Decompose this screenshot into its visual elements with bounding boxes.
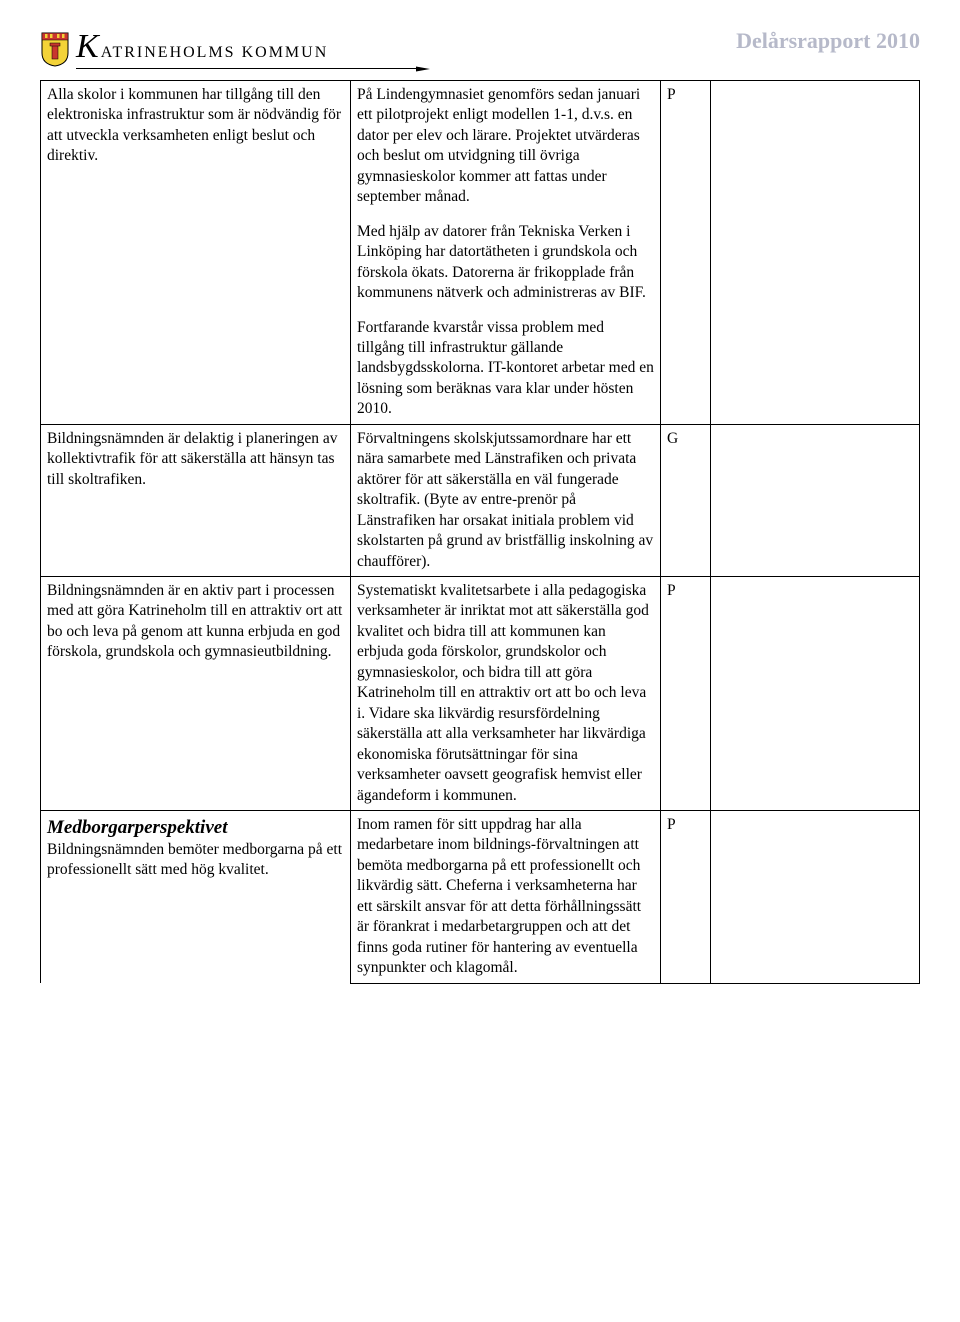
cell-extra <box>711 424 920 576</box>
logo-block: K ATRINEHOLMS KOMMUN <box>40 28 416 70</box>
brand-name: K ATRINEHOLMS KOMMUN <box>76 28 416 66</box>
paragraph: På Lindengymnasiet genomförs sedan janua… <box>357 85 654 208</box>
cell-goal: Alla skolor i kommunen har tillgång till… <box>41 81 351 425</box>
paragraph: Med hjälp av datorer från Tekniska Verke… <box>357 222 654 304</box>
paragraph: Bildningsnämnden är delaktig i planering… <box>47 429 344 490</box>
paragraph: Systematiskt kvalitetsarbete i alla peda… <box>357 581 654 806</box>
brand-underline <box>76 68 416 70</box>
table-row: Bildningsnämnden är delaktig i planering… <box>41 424 920 576</box>
brand-rest: ATRINEHOLMS KOMMUN <box>101 44 329 62</box>
paragraph: Förvaltningens skolskjutssamordnare har … <box>357 429 654 572</box>
brand-initial: K <box>76 28 99 66</box>
cell-goal: Bildningsnämnden är delaktig i planering… <box>41 424 351 576</box>
cell-extra <box>711 576 920 810</box>
cell-comment: Inom ramen för sitt uppdrag har alla med… <box>351 810 661 983</box>
report-title: Delårsrapport 2010 <box>736 28 920 54</box>
cell-status: P <box>661 810 711 983</box>
paragraph: Bildningsnämnden bemöter medborgarna på … <box>47 840 344 881</box>
table-row: Alla skolor i kommunen har tillgång till… <box>41 81 920 425</box>
content-table: Alla skolor i kommunen har tillgång till… <box>40 80 920 984</box>
cell-comment: Systematiskt kvalitetsarbete i alla peda… <box>351 576 661 810</box>
cell-status: P <box>661 81 711 425</box>
paragraph: Fortfarande kvarstår vissa problem med t… <box>357 318 654 420</box>
section-heading: Medborgarperspektivet <box>47 815 344 840</box>
cell-extra <box>711 810 920 983</box>
cell-status: P <box>661 576 711 810</box>
cell-goal: Bildningsnämnden är en aktiv part i proc… <box>41 576 351 810</box>
cell-status: G <box>661 424 711 576</box>
table-row: Bildningsnämnden är en aktiv part i proc… <box>41 576 920 810</box>
cell-comment: På Lindengymnasiet genomförs sedan janua… <box>351 81 661 425</box>
section-heading-cell: MedborgarperspektivetBildningsnämnden be… <box>41 810 351 983</box>
municipality-shield-icon <box>40 31 70 67</box>
paragraph: Bildningsnämnden är en aktiv part i proc… <box>47 581 344 663</box>
cell-comment: Förvaltningens skolskjutssamordnare har … <box>351 424 661 576</box>
paragraph: Alla skolor i kommunen har tillgång till… <box>47 85 344 167</box>
page-header: K ATRINEHOLMS KOMMUN Delårsrapport 2010 <box>40 28 920 70</box>
section-heading-row: MedborgarperspektivetBildningsnämnden be… <box>41 810 920 983</box>
cell-extra <box>711 81 920 425</box>
paragraph: Inom ramen för sitt uppdrag har alla med… <box>357 815 654 979</box>
